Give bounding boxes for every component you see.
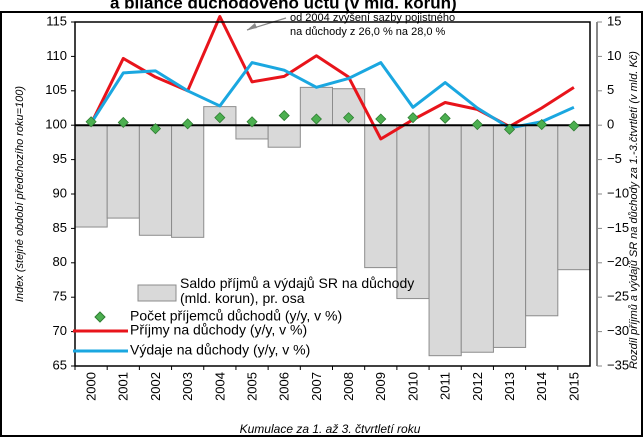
x-tick-label: 2000 xyxy=(84,372,99,401)
marker xyxy=(536,118,548,131)
x-tick-label: 2003 xyxy=(180,372,195,401)
marker xyxy=(149,123,162,135)
bar xyxy=(171,124,205,238)
y-tick-label: 85 xyxy=(53,220,67,235)
y2-tick-label: −20 xyxy=(607,254,629,269)
y-tick-label: 100 xyxy=(45,117,67,132)
y-tick-label: 90 xyxy=(53,185,67,200)
x-tick-label: 2009 xyxy=(373,372,388,401)
chart-title: a bilance důchodového účtu (v mld. korun… xyxy=(110,0,457,12)
x-tick-label: 2013 xyxy=(502,372,517,401)
x-tick-label: 2005 xyxy=(244,372,259,401)
marker xyxy=(343,112,355,124)
y2-tick-label: 15 xyxy=(607,13,621,28)
bar xyxy=(106,124,140,219)
y2-tick-label: −25 xyxy=(607,289,629,304)
bar xyxy=(557,124,591,271)
y-tick-label: 65 xyxy=(53,357,67,372)
marker xyxy=(407,112,419,124)
marker xyxy=(471,118,483,131)
bar xyxy=(525,124,559,317)
line xyxy=(89,61,575,130)
plot-frame xyxy=(74,21,591,367)
y-axis-label: Index (stejné období předchozího roku=10… xyxy=(14,86,26,303)
legend-label: Počet příjemců důchodů (y/y, v %) xyxy=(130,308,342,324)
annotation: od 2004 zvýšení sazby pojistného xyxy=(290,12,455,24)
marker xyxy=(182,118,194,130)
y2-tick-label: −30 xyxy=(607,323,629,338)
bar xyxy=(396,124,430,300)
x-tick-label: 2007 xyxy=(309,372,324,401)
y2-tick-label: 10 xyxy=(607,48,621,63)
marker xyxy=(246,116,258,128)
y2-axis-label: Rozdíl příjmů a výdajů SR na důchody za … xyxy=(628,51,640,369)
bar xyxy=(267,124,301,148)
y2-tick-label: −35 xyxy=(607,357,629,372)
marker xyxy=(503,123,516,135)
x-tick-label: 2008 xyxy=(341,372,356,401)
marker xyxy=(310,113,322,125)
marker xyxy=(214,112,226,124)
bar xyxy=(364,124,398,269)
bar xyxy=(460,124,494,353)
x-axis-label: Kumulace za 1. až 3. čtvrtletí roku xyxy=(240,422,421,436)
bar xyxy=(492,124,527,348)
legend-item: Saldo příjmů a výdajů SR na důchody (mld… xyxy=(180,276,415,306)
legend-label: Saldo příjmů a výdajů SR na důchody (mld… xyxy=(180,276,415,306)
frame xyxy=(0,11,643,437)
marker xyxy=(278,110,290,122)
annotation-arrowhead xyxy=(247,23,257,30)
x-tick-label: 2011 xyxy=(438,372,453,400)
y-tick-label: 105 xyxy=(45,82,67,97)
y2-tick-label: 0 xyxy=(607,117,614,132)
y-tick-label: 95 xyxy=(53,151,67,166)
marker xyxy=(568,120,580,132)
bar xyxy=(74,124,108,228)
legend-label: Příjmy na důchody (y/y, v %) xyxy=(130,322,307,338)
y-tick-label: 75 xyxy=(53,289,67,304)
y2-tick-label: −5 xyxy=(607,151,622,166)
y2-tick-label: −10 xyxy=(607,185,629,200)
annotation: na důchody z 26,0 % na 28,0 % xyxy=(290,26,446,38)
x-tick-label: 2014 xyxy=(534,372,549,401)
x-tick-label: 2004 xyxy=(212,372,227,401)
y-tick-label: 80 xyxy=(53,254,67,269)
x-tick-label: 2010 xyxy=(405,372,420,401)
bar xyxy=(138,124,173,236)
x-tick-label: 2001 xyxy=(116,372,131,401)
y2-tick-label: 5 xyxy=(607,82,614,97)
bar xyxy=(428,124,462,357)
marker xyxy=(375,113,387,125)
marker xyxy=(85,116,97,128)
x-tick-label: 2006 xyxy=(277,372,292,401)
x-tick-label: 2002 xyxy=(148,372,163,401)
marker xyxy=(117,116,129,129)
legend-swatch xyxy=(94,311,106,323)
x-tick-label: 2015 xyxy=(566,372,581,401)
y-tick-label: 115 xyxy=(46,13,67,28)
y-tick-label: 70 xyxy=(53,323,67,338)
y-tick-label: 110 xyxy=(46,48,67,63)
legend-swatch xyxy=(137,284,177,302)
marker xyxy=(439,112,451,124)
legend-label: Výdaje na důchody (y/y, v %) xyxy=(130,342,310,358)
x-tick-label: 2012 xyxy=(470,372,485,401)
y2-tick-label: −15 xyxy=(607,220,629,235)
